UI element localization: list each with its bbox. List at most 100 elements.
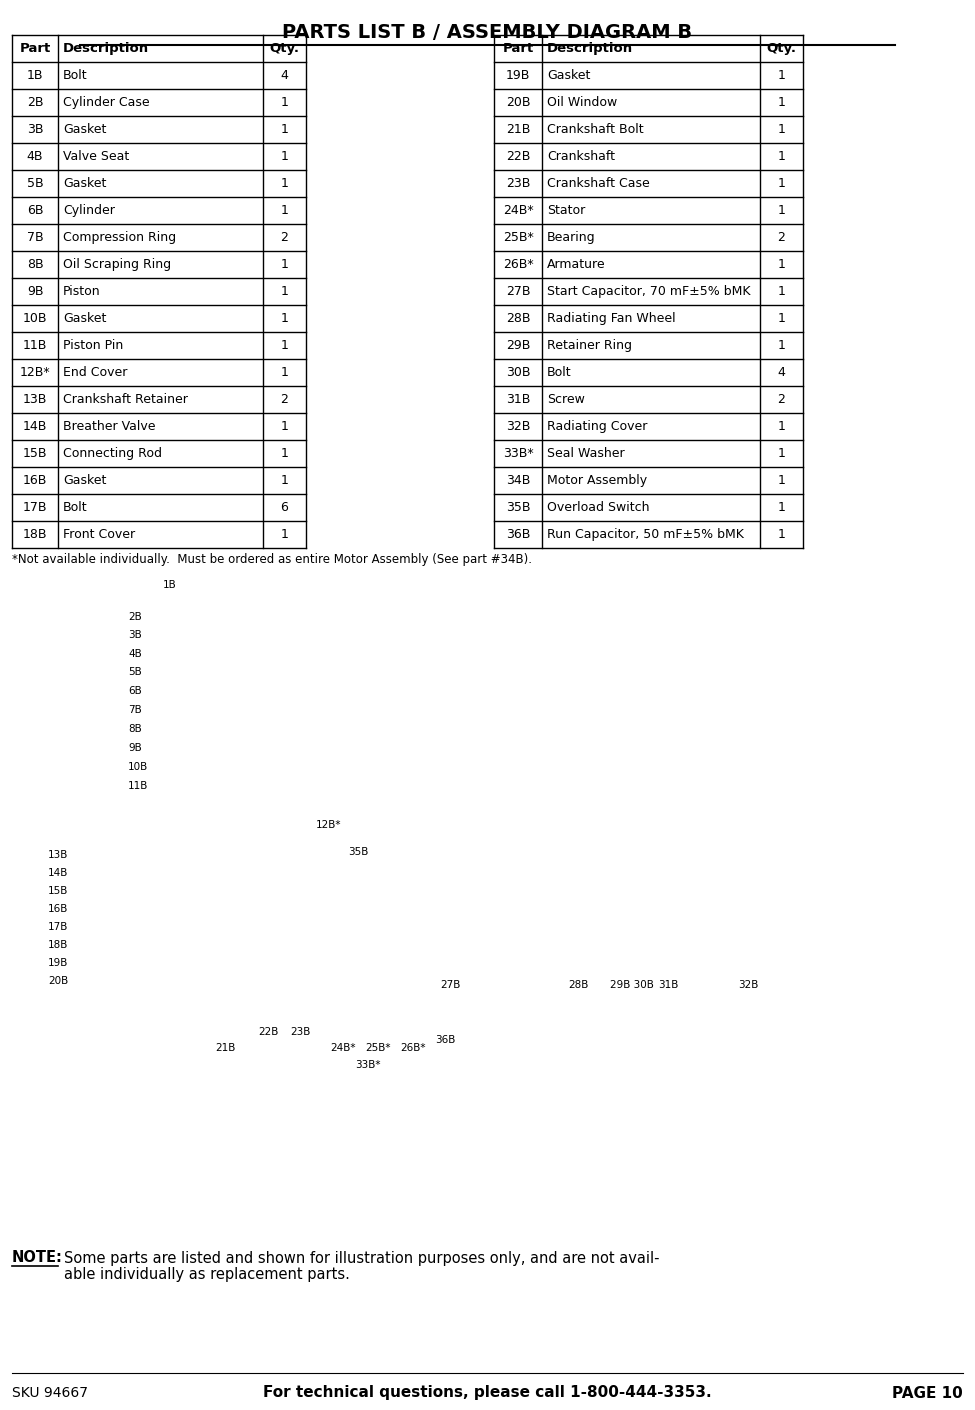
Text: End Cover: End Cover [63,367,128,379]
Text: 16B: 16B [48,904,68,914]
Text: Qty.: Qty. [269,42,299,55]
Text: 1: 1 [778,258,786,271]
Text: 2B: 2B [128,612,141,622]
Text: 36B: 36B [435,1035,455,1045]
Text: 20B: 20B [48,976,68,986]
Text: SKU 94667: SKU 94667 [12,1386,88,1400]
Text: 1: 1 [778,69,786,82]
Text: Breather Valve: Breather Valve [63,420,155,433]
Text: 27B: 27B [440,980,460,990]
Text: 1: 1 [778,96,786,109]
Text: 23B: 23B [506,178,530,190]
Text: 13B: 13B [48,850,68,860]
Text: 1: 1 [778,420,786,433]
Text: Seal Washer: Seal Washer [547,447,625,460]
Text: 21B: 21B [215,1043,235,1053]
Text: Bolt: Bolt [63,69,88,82]
Text: 1: 1 [281,204,289,217]
Text: Radiating Fan Wheel: Radiating Fan Wheel [547,312,676,324]
Text: Qty.: Qty. [766,42,797,55]
Text: 29B: 29B [506,338,530,352]
Text: 1: 1 [281,474,289,486]
Text: 10B: 10B [22,312,47,324]
Text: Valve Seat: Valve Seat [63,149,130,164]
Bar [12,35,306,548]
Text: Crankshaft Bolt: Crankshaft Bolt [547,123,644,135]
Text: 16B: 16B [22,474,47,486]
Text: Cylinder Case: Cylinder Case [63,96,149,109]
Text: 35B: 35B [348,847,369,857]
Text: 10B: 10B [128,761,148,773]
Bar [0,568,975,1228]
Text: 1: 1 [281,527,289,541]
Text: 11B: 11B [128,781,148,791]
Text: 26B*: 26B* [503,258,533,271]
Text: Bolt: Bolt [547,367,571,379]
Text: Gasket: Gasket [63,474,106,486]
Text: 1: 1 [778,527,786,541]
Text: 23B: 23B [290,1026,310,1036]
Text: 4: 4 [281,69,289,82]
Text: 33B*: 33B* [355,1060,380,1070]
Text: 1: 1 [281,420,289,433]
Text: 1: 1 [281,258,289,271]
Text: 26B*: 26B* [400,1043,425,1053]
Text: 1: 1 [778,285,786,298]
Text: 1: 1 [778,178,786,190]
Bar [494,35,803,548]
Text: 1: 1 [281,178,289,190]
Text: 2: 2 [281,231,289,244]
Text: Piston Pin: Piston Pin [63,338,123,352]
Text: Bearing: Bearing [547,231,596,244]
Text: Armature: Armature [547,258,605,271]
Text: Some parts are listed and shown for illustration purposes only, and are not avai: Some parts are listed and shown for illu… [64,1251,659,1266]
Text: 17B: 17B [22,501,47,515]
Text: 32B: 32B [738,980,759,990]
Text: 6B: 6B [128,687,141,697]
Text: Compression Ring: Compression Ring [63,231,176,244]
Text: Gasket: Gasket [547,69,591,82]
Text: 13B: 13B [22,393,47,406]
Text: Front Cover: Front Cover [63,527,136,541]
Text: 1B: 1B [163,580,176,589]
Text: 4: 4 [778,367,786,379]
Text: *Not available individually.  Must be ordered as entire Motor Assembly (See part: *Not available individually. Must be ord… [12,554,532,567]
Text: 30B: 30B [506,367,530,379]
Text: 1: 1 [778,338,786,352]
Text: Description: Description [63,42,149,55]
Text: 2: 2 [778,231,786,244]
Text: 1: 1 [778,474,786,486]
Text: 4B: 4B [128,649,141,658]
Text: 29B 30B: 29B 30B [610,980,654,990]
Text: 11B: 11B [22,338,47,352]
Text: 31B: 31B [506,393,530,406]
Text: 1: 1 [778,123,786,135]
Text: 5B: 5B [128,667,141,677]
Text: 24B*: 24B* [330,1043,356,1053]
Text: Stator: Stator [547,204,585,217]
Text: 20B: 20B [506,96,530,109]
Text: Piston: Piston [63,285,100,298]
Text: 4B: 4B [26,149,43,164]
Text: 1: 1 [281,123,289,135]
Text: PAGE 10: PAGE 10 [892,1386,963,1400]
Text: 22B: 22B [506,149,530,164]
Text: 34B: 34B [506,474,530,486]
Text: 12B*: 12B* [316,821,341,830]
Text: 35B: 35B [506,501,530,515]
Text: 31B: 31B [658,980,679,990]
Text: 25B*: 25B* [365,1043,391,1053]
Text: 2: 2 [281,393,289,406]
Text: 9B: 9B [26,285,43,298]
Text: 1: 1 [281,338,289,352]
Text: Oil Scraping Ring: Oil Scraping Ring [63,258,172,271]
Text: Overload Switch: Overload Switch [547,501,649,515]
Text: 12B*: 12B* [20,367,51,379]
Text: 6: 6 [281,501,289,515]
Text: 7B: 7B [128,705,141,715]
Text: 36B: 36B [506,527,530,541]
Text: Retainer Ring: Retainer Ring [547,338,632,352]
Text: 28B: 28B [568,980,588,990]
Text: able individually as replacement parts.: able individually as replacement parts. [64,1266,350,1282]
Text: 8B: 8B [128,723,141,735]
